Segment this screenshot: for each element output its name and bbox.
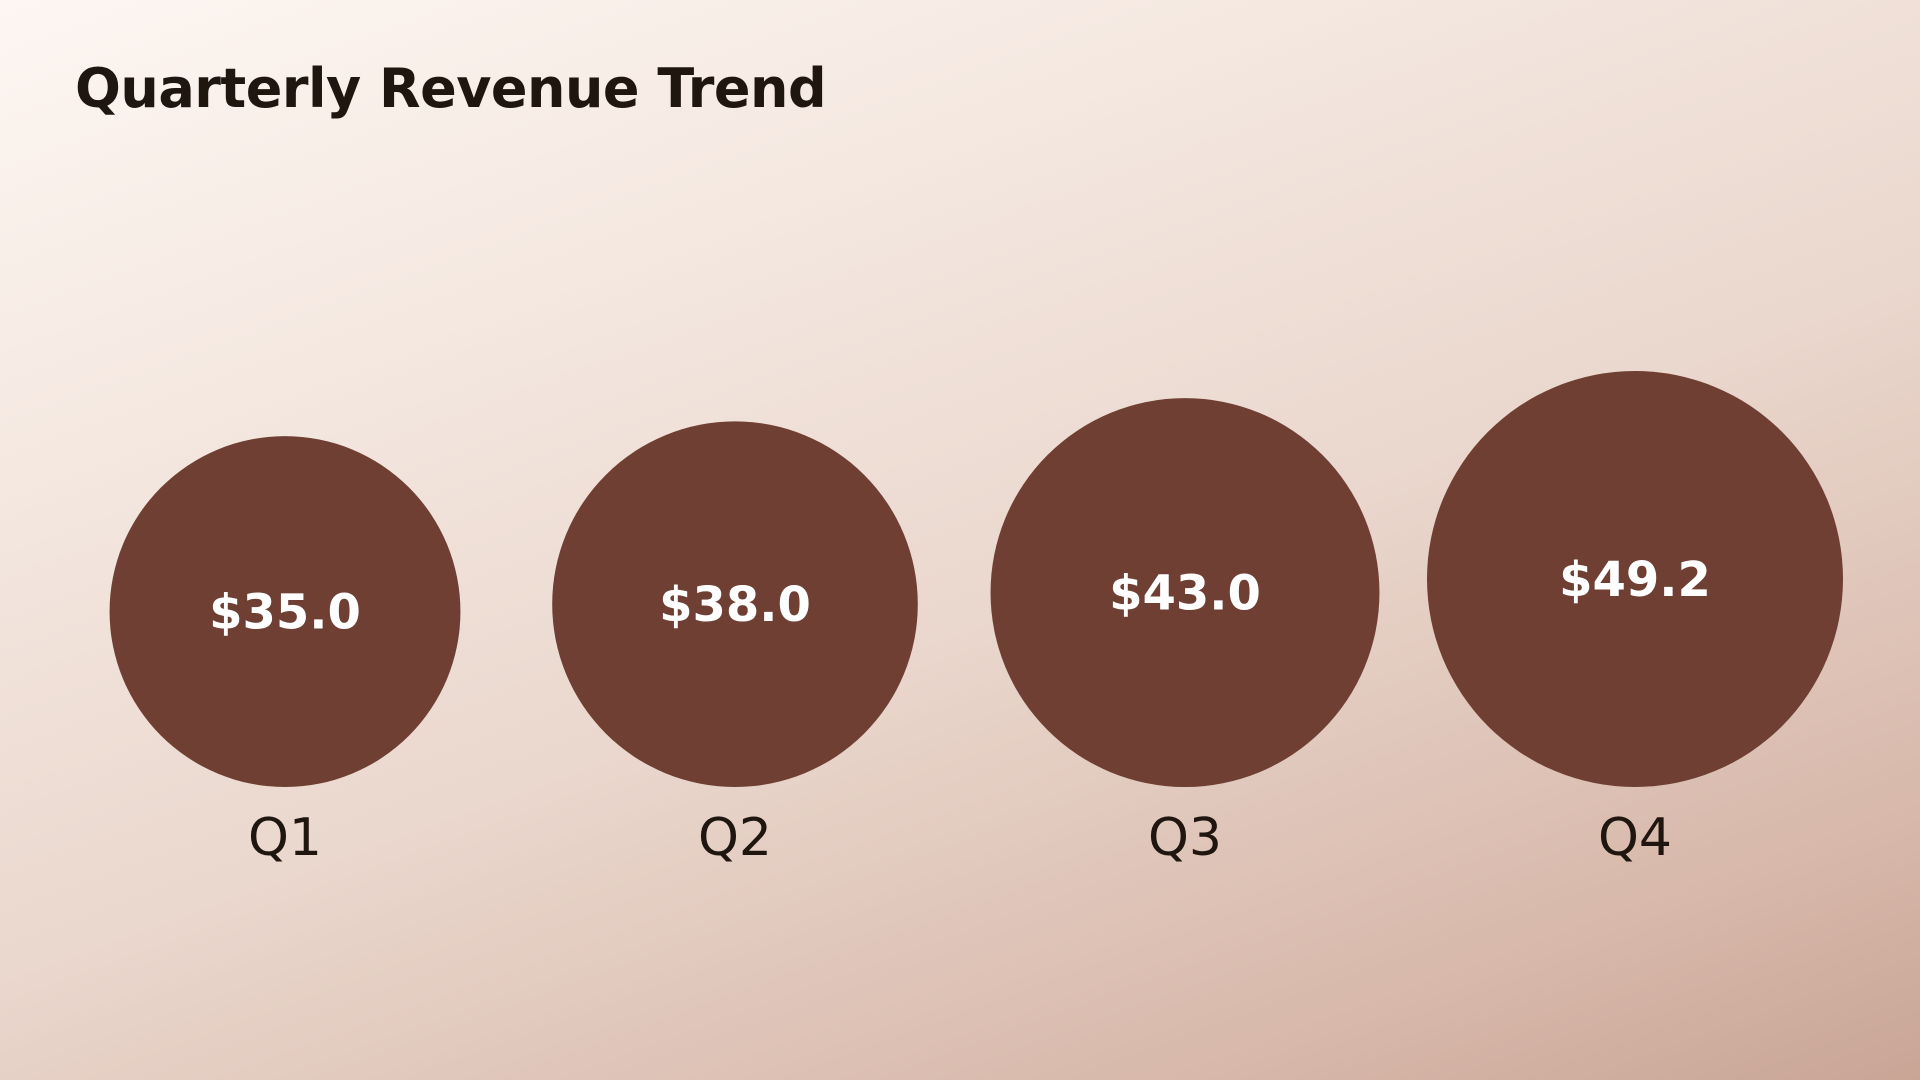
bubble-q3 bbox=[990, 398, 1380, 787]
bubble-q2 bbox=[552, 421, 918, 787]
value-label-q2: $38.0 bbox=[659, 577, 811, 633]
category-label-q1: Q1 bbox=[248, 808, 322, 868]
category-label-q4: Q4 bbox=[1598, 808, 1672, 868]
value-label-q4: $49.2 bbox=[1559, 552, 1711, 608]
bubble-q4 bbox=[1427, 371, 1843, 787]
bubble-q1 bbox=[109, 436, 461, 787]
category-label-q3: Q3 bbox=[1148, 808, 1222, 868]
category-label-q2: Q2 bbox=[698, 808, 772, 868]
chart-title: Quarterly Revenue Trend bbox=[75, 57, 827, 120]
value-label-q1: $35.0 bbox=[209, 585, 361, 641]
value-label-q3: $43.0 bbox=[1109, 566, 1261, 622]
